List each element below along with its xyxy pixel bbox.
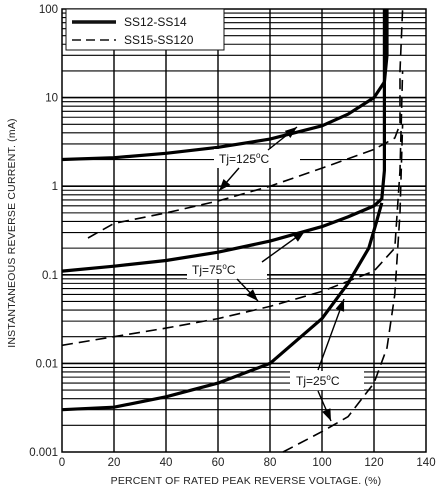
x-axis-label: PERCENT OF RATED PEAK REVERSE VOLTAGE. (…: [111, 475, 382, 487]
plot-frame: [61, 8, 427, 453]
arrow-tj125-solid-head: [284, 127, 297, 138]
x-tick-label: 140: [416, 457, 435, 469]
x-tick-label: 40: [160, 457, 173, 469]
plot-border: [61, 8, 427, 453]
x-tick-label: 0: [59, 457, 65, 469]
arrow-tj25-dashed-head: [322, 408, 331, 421]
arrow-tj75-solid-head: [292, 231, 305, 242]
x-tick-label: 100: [312, 457, 331, 469]
chart-curves: [61, 8, 404, 453]
legend: SS12-SS14 SS15-SS120: [65, 8, 225, 51]
x-tick-label: 20: [108, 457, 121, 469]
series-line-dashed-tj125: [87, 8, 404, 239]
x-tick-label: 60: [212, 457, 225, 469]
annotation-tj25: Tj=25oC: [296, 373, 340, 388]
y-tick-label: 1: [52, 181, 58, 193]
annotation-tj75: Tj=75oC: [192, 262, 236, 277]
arrow-tj25-solid-shaft: [317, 298, 345, 371]
series-line-dashed-tj25: [282, 124, 404, 453]
series-line-solid-tj25: [61, 202, 384, 412]
arrow-tj125-dashed-head: [219, 179, 231, 191]
y-axis-label: INSTANTANEOUS REVERSE CURRENT. (mA): [6, 118, 18, 347]
y-tick-label: 0.1: [42, 270, 58, 282]
y-tick-label: 100: [39, 4, 58, 16]
annotation-bg-75: [187, 260, 267, 279]
tick-labels: 0 20 40 60 80 100 120 140 0.001 0.01 0.1 1 10 100: [29, 4, 435, 469]
annotation-arrows: [218, 126, 345, 422]
arrow-tj25-solid-head: [335, 299, 345, 312]
annotations: Tj=125oC Tj=75oC Tj=25oC: [187, 149, 364, 390]
annotation-bg-25: [290, 371, 364, 390]
x-tick-label: 80: [264, 457, 277, 469]
series-line-solid-tj75: [61, 9, 386, 273]
legend-label-solid: SS12-SS14: [124, 15, 187, 29]
arrow-tj75-dashed-head: [246, 289, 258, 301]
annotation-tj125: Tj=125oC: [219, 151, 269, 166]
legend-box: [65, 8, 225, 51]
legend-label-dashed: SS15-SS120: [124, 33, 194, 47]
y-tick-label: 0.001: [29, 447, 58, 459]
y-tick-label: 10: [45, 93, 58, 105]
annotation-bg-125: [214, 149, 300, 168]
series-line-dashed-tj75: [61, 70, 404, 347]
y-tick-label: 0.01: [36, 358, 58, 370]
x-tick-label: 120: [364, 457, 383, 469]
